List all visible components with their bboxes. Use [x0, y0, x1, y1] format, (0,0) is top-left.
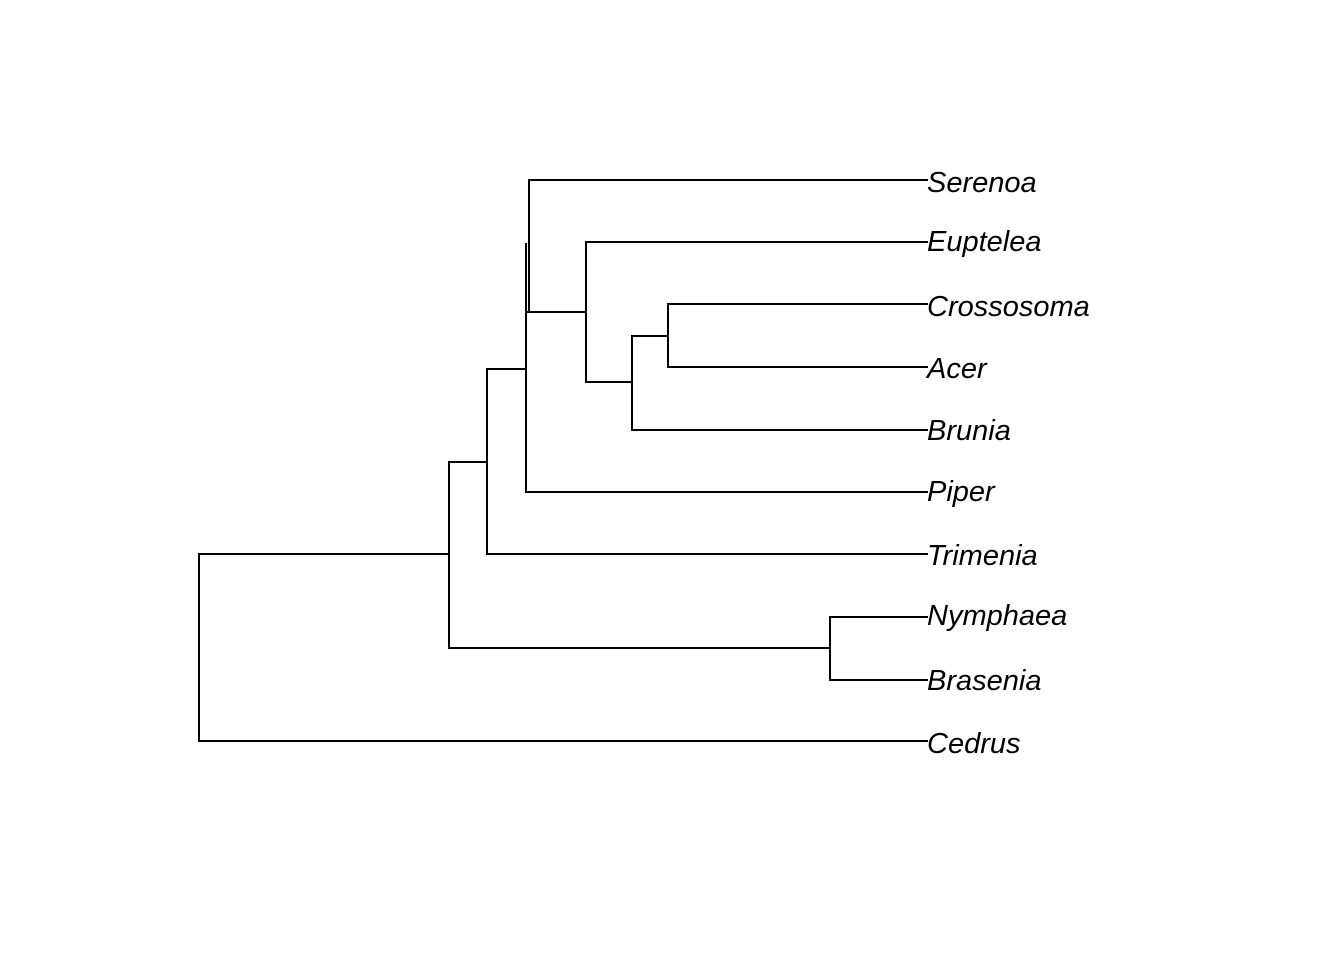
tip-label-brunia: Brunia	[927, 415, 1011, 447]
tip-label-nymphaea: Nymphaea	[927, 600, 1067, 632]
branch-root-cedrus	[198, 553, 928, 742]
branch-n_core-trimenia	[486, 461, 928, 555]
tip-label-acer: Acer	[925, 353, 988, 385]
branch-n_meso-piper	[525, 368, 928, 493]
branch-n_core-n_meso	[486, 368, 527, 463]
branch-n_eud-euptelea	[585, 241, 928, 313]
tip-labels: Serenoa Euptelea Crossosoma Acer Brunia …	[925, 167, 1090, 760]
branch-n_ros-n_ca	[631, 335, 669, 383]
tip-label-serenoa: Serenoa	[927, 167, 1037, 199]
branch-n_ca-acer	[667, 335, 928, 368]
tip-label-cedrus: Cedrus	[927, 728, 1021, 760]
branch-n_nymph-nymphaea	[829, 616, 928, 649]
tip-label-euptelea: Euptelea	[927, 226, 1042, 258]
tip-label-crossosoma: Crossosoma	[927, 291, 1090, 323]
branch-n_ros-brunia	[631, 381, 928, 431]
tip-label-trimenia: Trimenia	[927, 540, 1038, 572]
branch-n_ca-crossosoma	[667, 303, 928, 337]
branch-n_angio-n_nymph	[448, 553, 831, 649]
tree-branches	[198, 179, 928, 742]
branch-n_angio-n_core	[448, 461, 488, 555]
branch-n_eud-n_ros	[585, 311, 633, 383]
tip-label-brasenia: Brasenia	[927, 665, 1041, 697]
branch-n_a-serenoa	[528, 179, 928, 313]
branch-n_nymph-brasenia	[829, 647, 928, 681]
tip-label-piper: Piper	[927, 476, 996, 508]
